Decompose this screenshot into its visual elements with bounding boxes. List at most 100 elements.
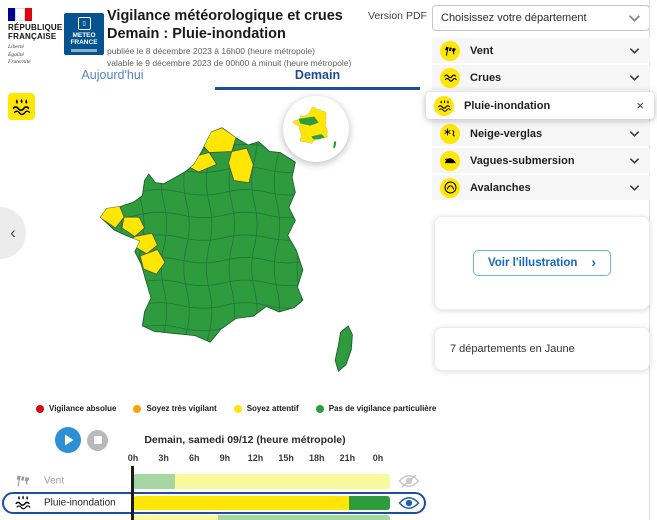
- timeline-track[interactable]: [133, 496, 390, 510]
- france-map[interactable]: [95, 117, 375, 397]
- eye-on-icon[interactable]: [398, 496, 420, 510]
- hour-tick-label: 15h: [278, 453, 294, 463]
- meteo-france-logo: ▯ METEO FRANCE: [64, 13, 104, 55]
- chevron-down-icon: [628, 14, 641, 23]
- chevron-down-icon[interactable]: [629, 184, 640, 192]
- republique-line2: FRANÇAISE: [8, 32, 57, 42]
- page-title-line2: Demain : Pluie-inondation: [107, 25, 286, 42]
- tab-aujourdhui[interactable]: Aujourd'hui: [81, 68, 144, 82]
- france-map-svg[interactable]: [95, 117, 375, 397]
- timeline-track[interactable]: [133, 515, 390, 520]
- stop-icon: [93, 436, 102, 444]
- rain-flood-icon: [14, 493, 34, 513]
- see-illustration-label: Voir l'illustration: [487, 257, 578, 269]
- legend-item: Vigilance absolue: [36, 404, 116, 413]
- hour-tick-label: 9h: [219, 453, 231, 463]
- republique-francaise-logo: RÉPUBLIQUE FRANÇAISE Liberté Égalité Fra…: [8, 8, 62, 66]
- legend-color-dot: [133, 404, 142, 413]
- phenomenon-label: Vagues-submersion: [470, 154, 575, 167]
- see-illustration-button[interactable]: Voir l'illustration ›: [472, 250, 612, 276]
- phenomenon-label: Avalanches: [470, 181, 531, 194]
- timeline-segment: [348, 496, 390, 510]
- version-pdf-link[interactable]: Version PDF: [368, 10, 427, 22]
- legend-item: Soyez attentif: [233, 404, 299, 413]
- republique-line1: RÉPUBLIQUE: [8, 23, 63, 32]
- eye-off-icon[interactable]: [398, 474, 420, 488]
- meteo-france-emblem-icon: ▯: [77, 17, 91, 30]
- legend-label: Soyez attentif: [246, 404, 299, 413]
- legend-color-dot: [233, 404, 242, 413]
- close-icon[interactable]: ×: [636, 98, 644, 113]
- timeline-segment: [133, 496, 349, 510]
- timeline-row-label: Pluie-inondation: [44, 497, 116, 509]
- chevron-down-icon[interactable]: [629, 157, 640, 165]
- minimap-svg: [292, 106, 337, 149]
- hour-tick-label: 12h: [247, 453, 264, 463]
- department-select[interactable]: Choisissez votre département: [432, 5, 650, 31]
- windsock-icon: [14, 471, 34, 491]
- legend-label: Vigilance absolue: [49, 404, 117, 413]
- rain-flood-icon: [434, 95, 454, 116]
- legend-item: Pas de vigilance particulière: [315, 404, 437, 413]
- phenomenon-item-vent[interactable]: Vent: [432, 38, 650, 63]
- phenomenon-label: Pluie-inondation: [464, 99, 551, 112]
- summary-card: 7 départements en Jaune: [434, 327, 650, 371]
- timeline-segment: [175, 473, 390, 489]
- chevron-left-icon: ‹: [10, 223, 16, 242]
- timeline-heading: Demain, samedi 09/12 (heure métropole): [144, 434, 346, 446]
- chevron-down-icon[interactable]: [629, 74, 640, 82]
- day-tabs: Aujourd'hui Demain: [10, 62, 420, 90]
- chevron-down-icon[interactable]: [629, 130, 640, 138]
- hour-tick-label: 0h: [372, 453, 384, 463]
- timeline-segment: [133, 515, 218, 520]
- meteo-france-baseline: [71, 48, 97, 52]
- department-select-placeholder: Choisissez votre département: [441, 12, 587, 24]
- timeline-row-label: Vent: [44, 475, 65, 487]
- hour-tick-label: 0h: [127, 453, 139, 463]
- overview-minimap[interactable]: [283, 96, 349, 162]
- republique-motto: Liberté Égalité Fraternité: [8, 44, 31, 65]
- phenomenon-item-vagues-submersion[interactable]: Vagues-submersion: [432, 148, 650, 173]
- chevron-down-icon[interactable]: [629, 47, 640, 55]
- hour-tick-label: 3h: [158, 453, 169, 463]
- timeline-segment: [133, 473, 176, 489]
- vigilance-legend: Vigilance absolue Soyez très vigilant Soye…: [36, 404, 436, 413]
- phenomenon-item-avalanches[interactable]: Avalanches: [432, 175, 650, 200]
- legend-color-dot: [315, 404, 324, 413]
- timeline-row-partial[interactable]: [0, 513, 428, 520]
- phenomena-list: Vent Crues Pluie-inondation × Neige-verglas V…: [426, 38, 654, 202]
- summary-text: 7 départements en Jaune: [450, 343, 575, 355]
- flood-waves-icon: [440, 67, 460, 88]
- corsica[interactable]: [334, 325, 353, 372]
- phenomenon-label: Crues: [470, 71, 502, 84]
- timeline-hours: 0h 3h 6h 9h 12h 15h 18h 21h 0h: [128, 453, 384, 465]
- collapse-panel-button[interactable]: ‹: [0, 207, 26, 259]
- phenomenon-item-neige-verglas[interactable]: Neige-verglas: [432, 121, 650, 146]
- timeline-row-vent[interactable]: Vent: [0, 472, 428, 490]
- legend-label: Pas de vigilance particulière: [328, 404, 437, 413]
- snow-ice-icon: [440, 123, 460, 144]
- tab-demain[interactable]: Demain: [215, 62, 420, 90]
- timeline-track[interactable]: [133, 473, 390, 489]
- legend-item: Soyez très vigilant: [133, 404, 217, 413]
- avalanche-icon: [440, 177, 460, 198]
- page-title-line1: Vigilance météorologique et crues: [107, 8, 343, 24]
- timeline-row-pluie-inondation[interactable]: Pluie-inondation: [0, 492, 428, 514]
- hour-tick-label: 18h: [308, 453, 325, 463]
- play-button[interactable]: [55, 427, 81, 453]
- phenomenon-label: Vent: [470, 44, 494, 57]
- stop-button[interactable]: [87, 429, 108, 451]
- timeline-cursor[interactable]: [131, 466, 134, 520]
- published-date: publiée le 8 décembre 2023 à 16h00 (heur…: [107, 46, 315, 57]
- hour-tick-label: 6h: [188, 453, 200, 463]
- phenomenon-label: Neige-verglas: [470, 127, 543, 140]
- phenomenon-item-crues[interactable]: Crues: [432, 65, 650, 90]
- meteo-france-logo-text: METEO FRANCE: [70, 32, 98, 47]
- phenomenon-item-pluie-inondation[interactable]: Pluie-inondation ×: [426, 92, 654, 119]
- legend-color-dot: [36, 404, 44, 413]
- hour-tick-label: 21h: [339, 453, 356, 463]
- illustration-card: Voir l'illustration ›: [434, 216, 650, 310]
- timeline-segment: [217, 515, 390, 520]
- french-flag-icon: [8, 8, 32, 21]
